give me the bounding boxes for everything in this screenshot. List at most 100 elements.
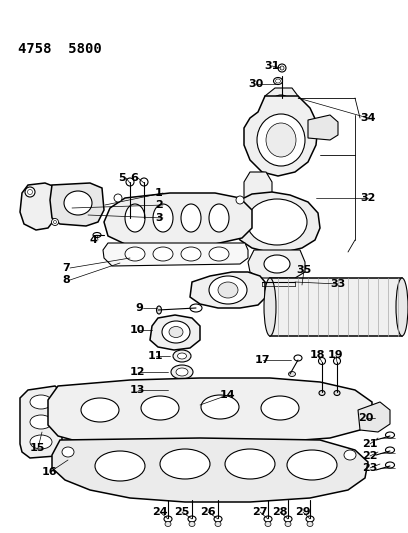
Text: 10: 10 <box>130 325 145 335</box>
Ellipse shape <box>153 247 173 261</box>
Ellipse shape <box>126 178 134 186</box>
Text: 14: 14 <box>220 390 236 400</box>
Ellipse shape <box>214 516 222 522</box>
Ellipse shape <box>261 396 299 420</box>
Ellipse shape <box>30 415 52 429</box>
Text: 35: 35 <box>296 265 311 275</box>
Ellipse shape <box>81 398 119 422</box>
Ellipse shape <box>30 435 52 449</box>
Text: 4758  5800: 4758 5800 <box>18 42 102 56</box>
Text: 15: 15 <box>30 443 45 453</box>
Ellipse shape <box>306 516 314 522</box>
Polygon shape <box>264 88 298 114</box>
Ellipse shape <box>209 247 229 261</box>
Text: 8: 8 <box>62 275 70 285</box>
Text: 30: 30 <box>248 79 263 89</box>
Ellipse shape <box>280 66 284 70</box>
Ellipse shape <box>177 385 193 395</box>
Ellipse shape <box>278 64 286 72</box>
Ellipse shape <box>165 521 171 527</box>
Ellipse shape <box>51 219 58 225</box>
Polygon shape <box>190 272 265 308</box>
Ellipse shape <box>172 381 198 399</box>
Polygon shape <box>52 438 368 502</box>
Ellipse shape <box>181 204 201 232</box>
Ellipse shape <box>162 321 190 343</box>
Bar <box>270 278 402 336</box>
Text: 1: 1 <box>155 188 163 198</box>
Polygon shape <box>20 386 62 458</box>
Polygon shape <box>104 193 252 246</box>
Ellipse shape <box>285 521 291 527</box>
Text: 7: 7 <box>62 263 70 273</box>
Ellipse shape <box>273 77 282 85</box>
Ellipse shape <box>247 199 307 245</box>
Ellipse shape <box>294 355 302 361</box>
Text: 19: 19 <box>328 350 344 360</box>
Ellipse shape <box>53 221 56 223</box>
Text: 2: 2 <box>155 200 163 210</box>
Text: 26: 26 <box>200 507 215 517</box>
Polygon shape <box>248 250 305 278</box>
Ellipse shape <box>201 395 239 419</box>
Text: 3: 3 <box>155 213 163 223</box>
Ellipse shape <box>181 387 189 392</box>
Text: 23: 23 <box>362 463 377 473</box>
Text: 12: 12 <box>130 367 146 377</box>
Text: 17: 17 <box>255 355 271 365</box>
Ellipse shape <box>95 451 145 481</box>
Ellipse shape <box>126 216 133 222</box>
Ellipse shape <box>264 516 272 522</box>
Text: 13: 13 <box>130 385 145 395</box>
Polygon shape <box>244 172 272 208</box>
Ellipse shape <box>386 462 395 468</box>
Ellipse shape <box>140 178 148 186</box>
Text: 28: 28 <box>272 507 288 517</box>
Polygon shape <box>234 192 320 252</box>
Ellipse shape <box>188 516 196 522</box>
Ellipse shape <box>141 396 179 420</box>
Ellipse shape <box>218 282 238 298</box>
Ellipse shape <box>176 368 188 376</box>
Ellipse shape <box>265 521 271 527</box>
Ellipse shape <box>114 194 122 202</box>
Ellipse shape <box>334 391 340 395</box>
Polygon shape <box>20 183 58 230</box>
Ellipse shape <box>30 395 52 409</box>
Text: 6: 6 <box>130 173 138 183</box>
Text: 9: 9 <box>135 303 143 313</box>
Ellipse shape <box>140 215 148 221</box>
Text: 21: 21 <box>362 439 377 449</box>
Ellipse shape <box>177 353 186 359</box>
Ellipse shape <box>287 450 337 480</box>
Ellipse shape <box>209 204 229 232</box>
Polygon shape <box>308 115 338 140</box>
Ellipse shape <box>266 123 296 157</box>
Text: 24: 24 <box>152 507 168 517</box>
Ellipse shape <box>319 358 326 365</box>
Ellipse shape <box>125 204 145 232</box>
Ellipse shape <box>190 304 202 312</box>
Text: 29: 29 <box>295 507 310 517</box>
Text: 31: 31 <box>264 61 279 71</box>
Ellipse shape <box>386 447 395 453</box>
Text: 32: 32 <box>360 193 375 203</box>
Ellipse shape <box>209 276 247 304</box>
Ellipse shape <box>264 278 276 336</box>
Ellipse shape <box>396 278 408 336</box>
Ellipse shape <box>171 365 193 379</box>
Ellipse shape <box>157 306 162 314</box>
Ellipse shape <box>236 196 244 204</box>
Ellipse shape <box>264 255 290 273</box>
Text: 34: 34 <box>360 113 375 123</box>
Ellipse shape <box>164 516 172 522</box>
Ellipse shape <box>64 191 92 215</box>
Text: 27: 27 <box>252 507 268 517</box>
Ellipse shape <box>344 450 356 460</box>
Text: 22: 22 <box>362 451 377 461</box>
Ellipse shape <box>288 372 295 376</box>
Ellipse shape <box>181 247 201 261</box>
Text: 25: 25 <box>174 507 189 517</box>
Ellipse shape <box>225 449 275 479</box>
Ellipse shape <box>257 114 305 166</box>
